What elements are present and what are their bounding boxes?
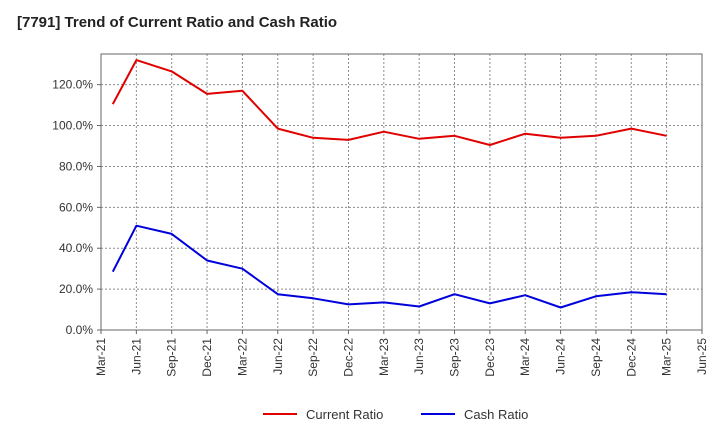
x-tick-label: Jun-24 (554, 338, 568, 375)
y-tick-label: 20.0% (59, 282, 93, 296)
x-tick-label: Mar-24 (518, 338, 532, 376)
x-tick-label: Jun-25 (695, 338, 709, 375)
x-tick-label: Mar-22 (235, 338, 249, 376)
x-tick-label: Jun-21 (129, 338, 143, 375)
x-tick-label: Jun-22 (271, 338, 285, 375)
x-tick-label: Jun-23 (412, 338, 426, 375)
legend-label-cash-ratio: Cash Ratio (464, 407, 528, 422)
y-tick-label: 120.0% (52, 78, 93, 92)
legend: Current Ratio Cash Ratio (263, 407, 528, 422)
x-tick-label: Dec-22 (341, 338, 355, 377)
plot-border (100, 53, 703, 331)
y-tick-label: 0.0% (66, 323, 94, 337)
y-tick-label: 40.0% (59, 241, 93, 255)
x-tick-label: Mar-23 (377, 338, 391, 376)
x-tick-label: Dec-24 (624, 338, 638, 377)
series-line-cash-ratio (111, 224, 667, 309)
x-tick-label: Mar-21 (94, 338, 108, 376)
x-tick-label: Mar-25 (660, 338, 674, 376)
x-tick-label: Sep-21 (165, 338, 179, 377)
series-layer (111, 59, 667, 309)
x-tick-label: Dec-23 (483, 338, 497, 377)
series-line-current-ratio (111, 59, 667, 146)
grid (101, 54, 702, 330)
y-tick-label: 100.0% (52, 119, 93, 133)
axes: 0.0% 20.0% 40.0% 60.0% 80.0% 100.0% 120.0% Mar-… (52, 53, 709, 377)
x-tick-label: Sep-23 (448, 338, 462, 377)
y-tick-label: 80.0% (59, 159, 93, 173)
x-tick-label: Sep-22 (306, 338, 320, 377)
legend-label-current-ratio: Current Ratio (306, 407, 383, 422)
x-tick-label: Sep-24 (589, 338, 603, 377)
chart-title: [7791] Trend of Current Ratio and Cash R… (17, 14, 338, 31)
y-tick-label: 60.0% (59, 200, 93, 214)
x-tick-label: Dec-21 (200, 338, 214, 377)
